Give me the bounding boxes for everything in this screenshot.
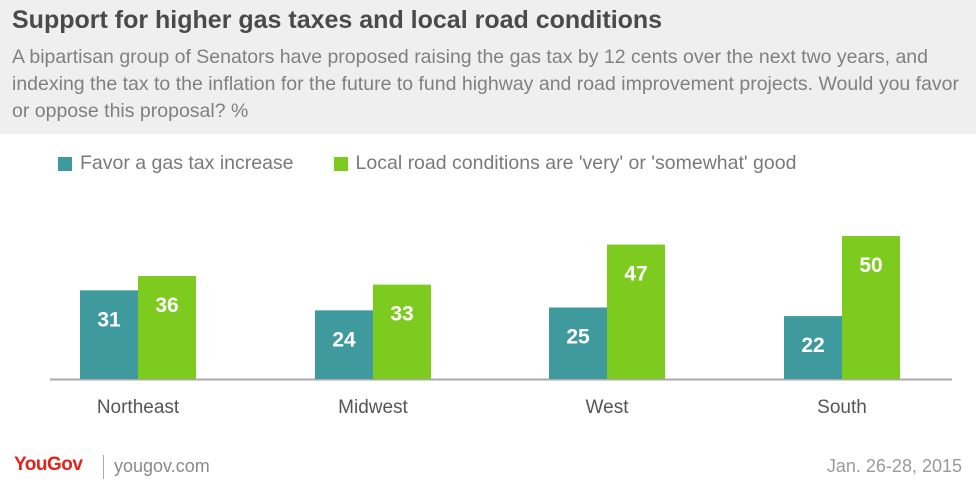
legend-label-roads: Local road conditions are 'very' or 'som… — [355, 152, 797, 174]
yougov-logo: YouGov — [14, 454, 83, 475]
category-label: Northeast — [97, 397, 180, 418]
category-label: South — [817, 397, 867, 418]
bar-favor-south — [784, 316, 842, 379]
legend-item-favor: Favor a gas tax increase — [58, 152, 294, 175]
bar-favor-midwest — [315, 310, 373, 379]
legend-swatch-favor — [58, 156, 72, 171]
chart-legend: Favor a gas tax increase Local road cond… — [58, 152, 836, 175]
footer-site-link[interactable]: yougov.com — [114, 456, 210, 476]
bar-chart: 31 36 Northeast 24 33 Midwest 25 47 West 22 50 Sout… — [50, 236, 952, 418]
survey-date: Jan. 26-28, 2015 — [826, 456, 962, 476]
chart-title: Support for higher gas taxes and local r… — [12, 6, 663, 34]
bar-favor-northeast — [80, 290, 138, 379]
bar-value-label: 33 — [390, 303, 413, 326]
legend-item-roads: Local road conditions are 'very' or 'som… — [333, 152, 797, 175]
legend-label-favor: Favor a gas tax increase — [80, 152, 294, 174]
bar-value-label: 25 — [566, 326, 590, 349]
bar-roads-midwest — [373, 284, 431, 379]
bar-value-label: 31 — [97, 308, 121, 331]
footer-divider — [103, 455, 104, 479]
bar-value-label: 22 — [801, 334, 824, 357]
legend-swatch-roads — [333, 156, 348, 171]
bar-value-label: 50 — [859, 254, 882, 277]
bar-value-label: 47 — [624, 263, 647, 286]
bar-favor-west — [549, 307, 607, 379]
bar-value-label: 24 — [332, 328, 356, 351]
category-label: Midwest — [338, 397, 408, 418]
bar-roads-south — [842, 236, 900, 379]
chart-header: Support for higher gas taxes and local r… — [0, 0, 976, 134]
chart-subtitle: A bipartisan group of Senators have prop… — [12, 46, 960, 122]
bar-value-label: 36 — [155, 294, 178, 317]
bar-roads-northeast — [138, 276, 196, 379]
bar-roads-west — [607, 244, 665, 379]
category-label: West — [586, 397, 630, 418]
